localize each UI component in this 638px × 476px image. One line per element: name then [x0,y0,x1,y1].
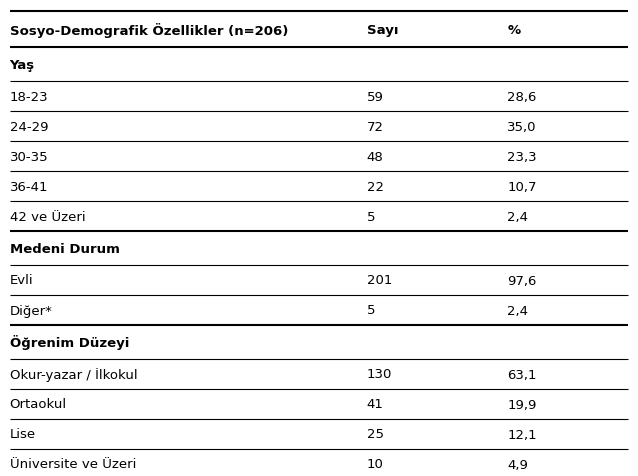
Text: 24-29: 24-29 [10,120,48,133]
Text: 35,0: 35,0 [507,120,537,133]
Text: 97,6: 97,6 [507,274,537,287]
Text: 22: 22 [367,180,384,193]
Text: 30-35: 30-35 [10,150,48,163]
Text: Sayı: Sayı [367,23,398,37]
Text: %: % [507,23,521,37]
Text: Yaş: Yaş [10,59,34,71]
Text: 23,3: 23,3 [507,150,537,163]
Text: Sosyo-Demografik Özellikler (n=206): Sosyo-Demografik Özellikler (n=206) [10,22,288,38]
Text: Üniversite ve Üzeri: Üniversite ve Üzeri [10,457,136,470]
Text: 41: 41 [367,397,383,411]
Text: 2,4: 2,4 [507,304,528,317]
Text: 10,7: 10,7 [507,180,537,193]
Text: 18-23: 18-23 [10,90,48,103]
Text: 201: 201 [367,274,392,287]
Text: Ortaokul: Ortaokul [10,397,67,411]
Text: 5: 5 [367,304,375,317]
Text: Öğrenim Düzeyi: Öğrenim Düzeyi [10,335,129,350]
Text: 36-41: 36-41 [10,180,48,193]
Text: 10: 10 [367,457,383,470]
Text: 4,9: 4,9 [507,457,528,470]
Text: Diğer*: Diğer* [10,304,52,317]
Text: 63,1: 63,1 [507,368,537,381]
Text: 2,4: 2,4 [507,210,528,223]
Text: 28,6: 28,6 [507,90,537,103]
Text: Lise: Lise [10,427,36,441]
Text: 48: 48 [367,150,383,163]
Text: 130: 130 [367,368,392,381]
Text: 42 ve Üzeri: 42 ve Üzeri [10,210,85,223]
Text: Evli: Evli [10,274,33,287]
Text: 19,9: 19,9 [507,397,537,411]
Text: 72: 72 [367,120,384,133]
Text: 59: 59 [367,90,383,103]
Text: 25: 25 [367,427,384,441]
Text: Medeni Durum: Medeni Durum [10,242,119,255]
Text: 12,1: 12,1 [507,427,537,441]
Text: Okur-yazar / İlkokul: Okur-yazar / İlkokul [10,367,137,381]
Text: 5: 5 [367,210,375,223]
